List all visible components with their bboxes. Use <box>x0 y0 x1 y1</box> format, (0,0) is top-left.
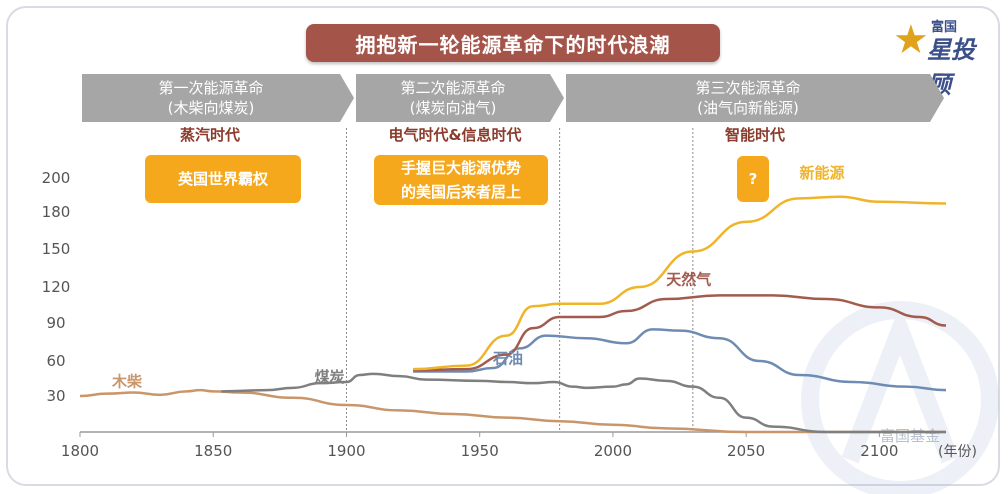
y-tick-label: 120 <box>42 278 71 296</box>
era-2-label: 第二次能源革命 (煤炭向油气) <box>356 74 550 122</box>
era-1-label: 第一次能源革命 (木柴向煤炭) <box>82 74 340 122</box>
y-tick-label: 60 <box>46 352 65 370</box>
logo-big-text: 星投顾 <box>927 36 975 99</box>
logo-small-text: 富国 <box>931 20 958 35</box>
age-3: 智能时代 <box>724 126 785 144</box>
y-tick-label: 150 <box>42 240 71 258</box>
series-line-天然气 <box>413 294 947 372</box>
x-tick-label: 1800 <box>61 442 99 460</box>
series-label-煤炭: 煤炭 <box>314 368 344 386</box>
y-tick-label: 180 <box>42 203 71 221</box>
x-tick-label: 1950 <box>461 442 499 460</box>
callout-question: ? <box>737 156 769 202</box>
series-line-新能源 <box>413 195 947 371</box>
series-line-石油 <box>413 328 947 392</box>
y-tick-label: 200 <box>42 169 71 187</box>
x-tick-label: 1850 <box>194 442 232 460</box>
x-tick-label: 2000 <box>594 442 632 460</box>
callout-usa: 手握巨大能源优势 的美国后来者居上 <box>374 155 548 205</box>
age-2: 电气时代&信息时代 <box>388 126 522 144</box>
series-label-木柴: 木柴 <box>111 373 143 391</box>
x-tick-label: 2100 <box>860 442 898 460</box>
frame-border <box>6 6 1000 486</box>
x-unit-label: (年份) <box>938 444 977 460</box>
y-tick-label: 30 <box>46 387 65 405</box>
x-tick-label: 2050 <box>727 442 765 460</box>
series-label-天然气: 天然气 <box>666 270 711 288</box>
series-line-煤炭 <box>221 372 946 434</box>
age-1: 蒸汽时代 <box>179 126 240 144</box>
x-tick-label: 1900 <box>327 442 365 460</box>
callout-britain: 英国世界霸权 <box>145 155 301 203</box>
series-label-石油: 石油 <box>492 349 523 367</box>
logo: ★ 富国 星投顾 <box>893 14 993 99</box>
era-3-label: 第三次能源革命 (油气向新能源) <box>566 74 930 122</box>
watermark <box>801 301 999 494</box>
logo-star-icon: ★ <box>893 17 929 63</box>
page-title: 拥抱新一轮能源革命下的时代浪潮 <box>306 24 720 62</box>
series-label-新能源: 新能源 <box>799 164 844 182</box>
y-tick-label: 90 <box>46 314 65 332</box>
series-line-木柴 <box>79 388 946 434</box>
